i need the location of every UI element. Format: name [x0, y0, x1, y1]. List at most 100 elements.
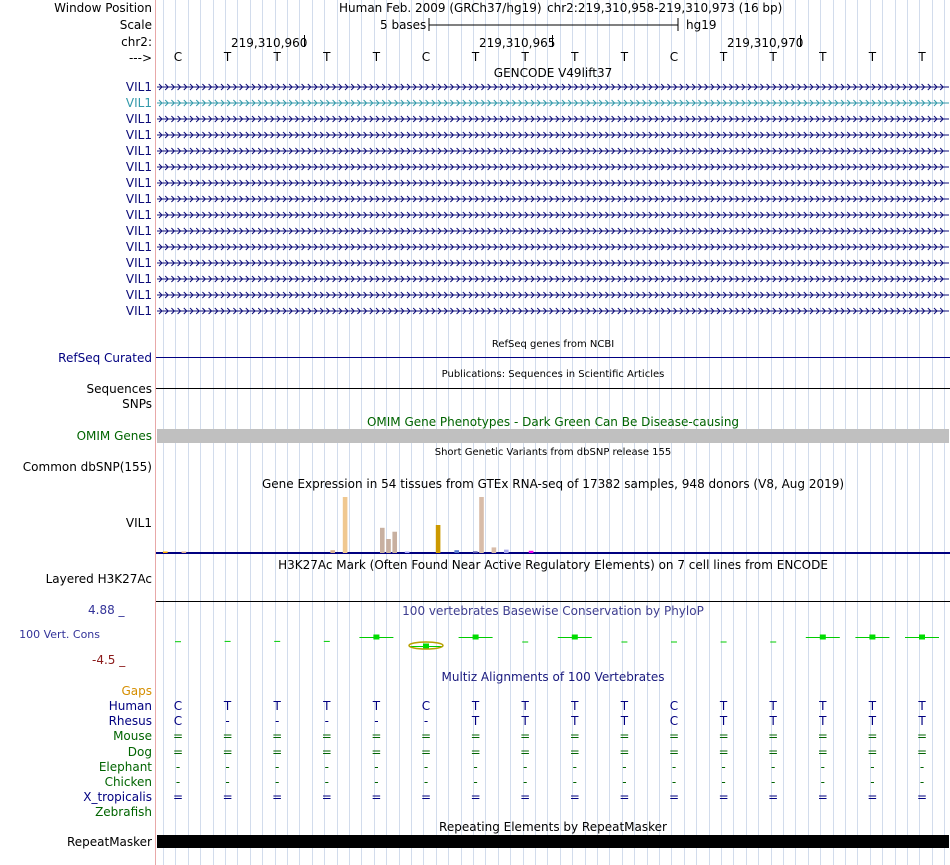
multiz-base: T	[323, 699, 331, 713]
publications-label-sequences[interactable]: Sequences	[86, 382, 152, 396]
gtex-bar	[342, 497, 348, 553]
multiz-species-label[interactable]: Rhesus	[108, 714, 152, 729]
gtex-label[interactable]: VIL1	[125, 516, 152, 530]
gtex-title: Gene Expression in 54 tissues from GTEx …	[261, 477, 845, 491]
h3k27ac-title: H3K27Ac Mark (Often Found Near Active Re…	[278, 558, 828, 572]
multiz-base: -	[473, 775, 478, 789]
omim-bar[interactable]	[157, 429, 949, 443]
multiz-base: T	[620, 699, 629, 713]
gtex-bar	[392, 531, 397, 553]
gencode-gene-label[interactable]: VIL1	[125, 240, 152, 254]
multiz-base: -	[225, 759, 230, 774]
gencode-gene-label[interactable]: VIL1	[125, 256, 152, 270]
multiz-base: =	[222, 790, 233, 805]
gencode-gene-label[interactable]: VIL1	[125, 304, 152, 318]
ruler-tick-label: 219,310,960	[231, 36, 308, 50]
gaps-label: Gaps	[121, 684, 152, 698]
multiz-base: T	[868, 714, 877, 729]
h3k27ac-label[interactable]: Layered H3K27Ac	[45, 572, 152, 586]
sequence-base: C	[421, 50, 431, 64]
sequence-base: T	[769, 50, 777, 64]
multiz-base: =	[272, 744, 283, 759]
multiz-base: -	[275, 714, 280, 729]
multiz-base: =	[668, 790, 680, 805]
multiz-species-label[interactable]: Chicken	[104, 775, 152, 789]
gencode-gene-label[interactable]: VIL1	[125, 144, 152, 158]
multiz-species-label[interactable]: Elephant	[98, 759, 152, 774]
omim-label[interactable]: OMIM Genes	[76, 429, 152, 443]
dbsnp-label[interactable]: Common dbSNP(155)	[22, 460, 152, 474]
gtex-bar	[473, 551, 478, 553]
strand-arrows	[158, 211, 944, 219]
refseq-title: RefSeq genes from NCBI	[491, 339, 615, 350]
gtex-bar	[380, 527, 385, 553]
sequence-base: T	[521, 50, 529, 64]
sequence-base: T	[223, 50, 232, 64]
gencode-gene-label[interactable]: VIL1	[125, 192, 152, 206]
repeatmasker-label[interactable]: RepeatMasker	[66, 835, 152, 849]
multiz-base: -	[771, 775, 776, 789]
gencode-gene-label[interactable]: VIL1	[125, 112, 152, 126]
gencode-gene-label[interactable]: VIL1	[125, 80, 152, 94]
cons-value-block	[423, 643, 429, 649]
multiz-base: T	[868, 699, 877, 713]
multiz-base: T	[918, 714, 926, 729]
gencode-gene-label[interactable]: VIL1	[125, 160, 152, 174]
multiz-base: =	[768, 729, 779, 744]
gtex-chart[interactable]	[156, 492, 950, 555]
scale-label: Scale	[119, 18, 152, 32]
multiz-base: -	[721, 759, 726, 774]
multiz-base: -	[324, 759, 329, 774]
multiz-base: =	[718, 790, 729, 805]
multiz-base: =	[916, 790, 928, 805]
repeatmasker-bar[interactable]	[157, 835, 949, 848]
multiz-base: =	[916, 729, 928, 744]
gencode-gene-label[interactable]: VIL1	[125, 288, 152, 302]
strand-arrows	[158, 99, 944, 107]
gencode-gene-label[interactable]: VIL1	[125, 128, 152, 142]
sequence-base: T	[819, 50, 827, 64]
multiz-base: T	[620, 714, 629, 729]
multiz-species-label[interactable]: Mouse	[113, 729, 152, 744]
multiz-species-label[interactable]: Human	[108, 699, 152, 713]
multiz-base: =	[668, 729, 680, 744]
multiz-base: -	[671, 759, 677, 774]
gencode-gene-label[interactable]: VIL1	[125, 224, 152, 238]
multiz-species-label[interactable]: Zebrafish	[95, 805, 152, 820]
gencode-gene-label[interactable]: VIL1	[125, 208, 152, 222]
gtex-bar	[330, 550, 335, 553]
refseq-label[interactable]: RefSeq Curated	[58, 351, 152, 365]
gtex-bar	[163, 551, 168, 553]
multiz-base: -	[820, 759, 825, 774]
multiz-base: -	[324, 714, 329, 729]
refseq-line	[156, 357, 950, 358]
gencode-gene-label[interactable]: VIL1	[125, 272, 152, 286]
multiz-base: T	[769, 699, 777, 713]
multiz-base: T	[819, 714, 827, 729]
strand-arrows	[158, 195, 944, 203]
label-separator	[155, 0, 156, 865]
multiz-base: =	[916, 744, 928, 759]
strand-arrows	[158, 179, 944, 187]
multiz-species-label[interactable]: Dog	[127, 744, 152, 759]
gencode-gene-label[interactable]: VIL1	[125, 176, 152, 190]
gencode-gene-label[interactable]: VIL1	[125, 96, 152, 110]
cons-value-block	[919, 634, 925, 640]
multiz-species-label[interactable]: X_tropicalis	[83, 790, 152, 805]
multiz-base: =	[420, 790, 432, 805]
gencode-transcripts[interactable]	[156, 80, 950, 340]
gtex-bar	[386, 539, 391, 553]
multiz-base: -	[870, 775, 875, 789]
conservation-label[interactable]: 100 Vert. Cons	[19, 628, 100, 641]
multiz-base: -	[473, 759, 478, 774]
multiz-base: -	[523, 759, 528, 774]
conservation-ymax: 4.88 _	[88, 603, 125, 617]
conservation-chart[interactable]	[156, 612, 950, 668]
multiz-title: Multiz Alignments of 100 Vertebrates	[441, 670, 665, 684]
strand-arrows	[158, 83, 944, 91]
ruler-tick-label: 219,310,965	[479, 36, 556, 50]
publications-label-snps[interactable]: SNPs	[122, 397, 152, 411]
multiz-base: =	[867, 729, 878, 744]
chrom-label: chr2:	[121, 35, 152, 49]
multiz-base: T	[471, 714, 480, 729]
